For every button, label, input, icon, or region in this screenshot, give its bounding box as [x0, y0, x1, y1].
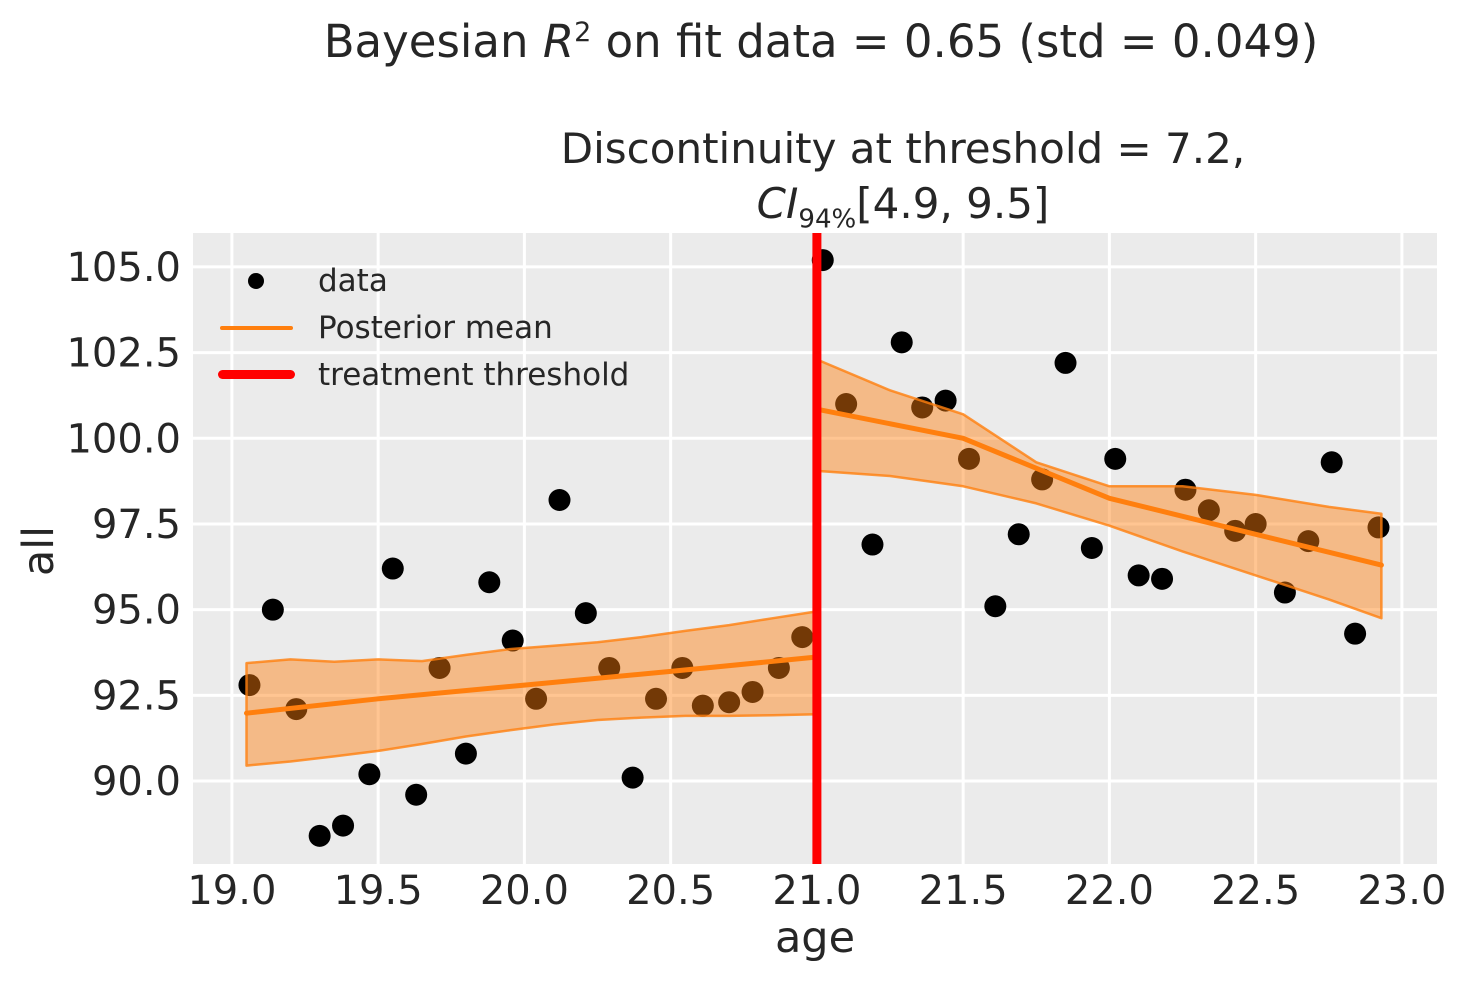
- ci-subscript: 94%: [798, 204, 857, 235]
- x-tick-label: 20.5: [626, 868, 715, 914]
- data-point: [1104, 447, 1127, 470]
- x-tick-label: 20.0: [480, 868, 569, 914]
- x-tick-label: 21.5: [919, 868, 1008, 914]
- data-point: [548, 489, 571, 512]
- data-point: [691, 694, 714, 717]
- data-point: [1244, 512, 1267, 535]
- data-point: [428, 656, 451, 679]
- x-tick-label: 19.0: [187, 868, 276, 914]
- data-point: [1007, 523, 1030, 546]
- data-point: [718, 691, 741, 714]
- x-tick-label: 23.0: [1357, 868, 1446, 914]
- posterior-mean-line-left: [244, 654, 820, 716]
- legend-item-data: data: [214, 257, 629, 304]
- data-point: [454, 742, 477, 765]
- data-marker-cell: [214, 272, 298, 289]
- data-point: [261, 598, 284, 621]
- data-point: [1127, 564, 1150, 587]
- data-point: [791, 626, 814, 649]
- credible-band-right: [815, 358, 1383, 620]
- ci-interval: [4.9, 9.5]: [856, 179, 1050, 228]
- data-point: [598, 656, 621, 679]
- y-tick-label: 97.5: [92, 502, 181, 548]
- data-point: [332, 814, 355, 837]
- data-point: [478, 571, 501, 594]
- data-point: [525, 687, 548, 710]
- legend-label-treatment-threshold: treatment threshold: [318, 356, 630, 393]
- data-point: [1174, 478, 1197, 501]
- data-point: [890, 331, 913, 354]
- x-tick-label: 21.0: [772, 868, 861, 914]
- data-point: [1367, 516, 1390, 539]
- data-point: [1197, 499, 1220, 522]
- x-tick-label: 19.5: [334, 868, 423, 914]
- chart-title: Bayesian R2 on fit data = 0.65 (std = 0.…: [324, 15, 1319, 68]
- data-point: [958, 447, 981, 470]
- posterior-mean-line-icon: [219, 325, 293, 330]
- data-point: [861, 533, 884, 556]
- legend-item-treatment-threshold: treatment threshold: [214, 351, 629, 398]
- legend-label-data: data: [318, 262, 388, 299]
- data-point: [1151, 567, 1174, 590]
- data-point: [574, 602, 597, 625]
- subtitle-line1: Discontinuity at threshold = 7.2,: [560, 124, 1246, 173]
- data-point: [1344, 622, 1367, 645]
- title-superscript: 2: [574, 17, 592, 48]
- title-suffix: on fit data = 0.65 (std = 0.049): [591, 15, 1319, 68]
- data-point: [358, 763, 381, 786]
- data-point: [835, 393, 858, 416]
- threshold-line-icon: [217, 370, 295, 379]
- data-point: [984, 595, 1007, 618]
- data-point: [238, 674, 261, 697]
- data-point: [741, 680, 764, 703]
- x-tick-label: 22.0: [1065, 868, 1154, 914]
- x-axis-label: age: [774, 913, 856, 963]
- y-tick-label: 92.5: [92, 673, 181, 719]
- data-point: [308, 824, 331, 847]
- subtitle-line2: CI94%[4.9, 9.5]: [561, 176, 1245, 247]
- chart-subtitle: Discontinuity at threshold = 7.2, CI94%[…: [561, 121, 1245, 247]
- data-dot-icon: [248, 272, 264, 289]
- data-point: [501, 629, 524, 652]
- y-tick-label: 102.5: [66, 331, 181, 377]
- data-point: [1054, 351, 1077, 374]
- legend-label-posterior-mean: Posterior mean: [318, 309, 553, 346]
- x-tick-label: 22.5: [1211, 868, 1300, 914]
- threshold-marker-cell: [214, 370, 298, 379]
- y-axis-label: all: [14, 525, 64, 577]
- data-point: [405, 783, 428, 806]
- legend-item-posterior-mean: Posterior mean: [214, 304, 629, 351]
- y-tick-label: 90.0: [92, 759, 181, 805]
- y-tick-label: 100.0: [66, 416, 181, 462]
- posterior-mean-line-right: [814, 406, 1384, 568]
- data-point: [1320, 451, 1343, 474]
- data-point: [621, 766, 644, 789]
- data-point: [645, 687, 668, 710]
- legend: data Posterior mean treatment threshold: [214, 257, 629, 398]
- data-point: [1080, 536, 1103, 559]
- y-tick-label: 95.0: [92, 588, 181, 634]
- ci-label: CI: [756, 179, 799, 228]
- posterior-mean-marker-cell: [214, 325, 298, 330]
- title-prefix: Bayesian: [323, 15, 543, 68]
- data-point: [381, 557, 404, 580]
- y-tick-label: 105.0: [66, 245, 181, 291]
- title-variable: R: [542, 15, 575, 68]
